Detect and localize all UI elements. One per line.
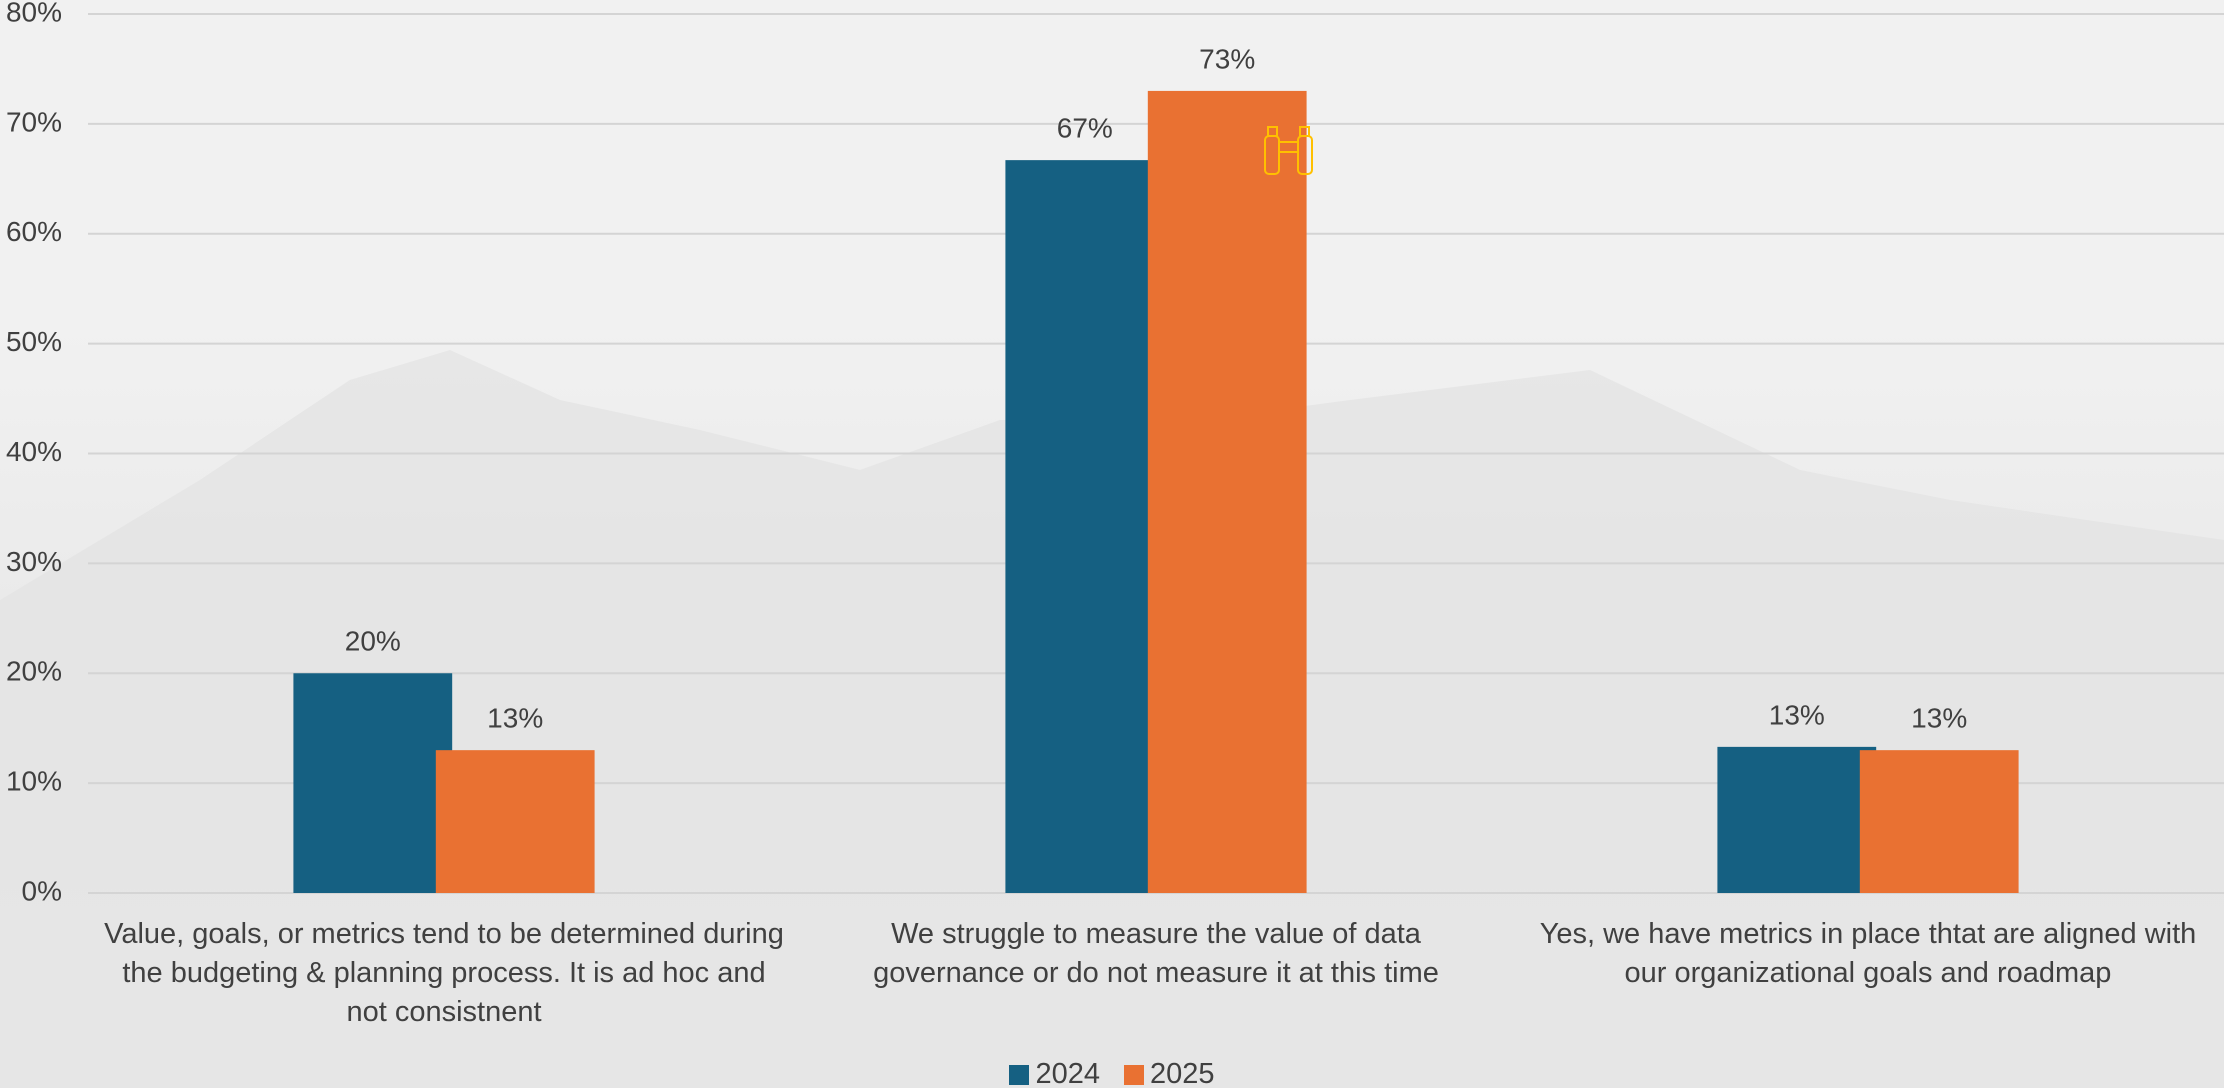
bar	[1147, 90, 1307, 894]
bar	[1717, 746, 1877, 893]
legend-item: 2025	[1124, 1058, 1215, 1088]
y-tick-label: 80%	[6, 0, 62, 27]
y-tick-label: 20%	[6, 656, 62, 687]
y-tick-label: 30%	[6, 546, 62, 577]
legend-swatch	[1124, 1064, 1144, 1085]
binoculars-icon	[1264, 126, 1313, 175]
y-tick-label: 0%	[22, 875, 62, 906]
bar	[435, 750, 595, 893]
x-tick-label: Value, goals, or metrics tend to be dete…	[104, 918, 784, 1028]
x-tick-label: Yes, we have metrics in place thtat are …	[1539, 918, 2197, 989]
x-tick-label: We struggle to measure the value of data…	[873, 918, 1439, 989]
data-label: 13%	[1769, 699, 1825, 730]
bar	[1859, 750, 2019, 893]
data-label: 67%	[1057, 113, 1113, 144]
y-tick-label: 50%	[6, 326, 62, 357]
data-label: 73%	[1199, 43, 1255, 74]
y-tick-label: 60%	[6, 216, 62, 247]
legend-label: 2025	[1150, 1058, 1215, 1088]
data-label: 20%	[345, 626, 401, 657]
y-tick-label: 40%	[6, 436, 62, 467]
bar	[1005, 160, 1165, 894]
y-tick-label: 70%	[6, 106, 62, 137]
data-label: 13%	[487, 703, 543, 734]
legend-item: 2024	[1009, 1058, 1100, 1088]
legend: 2024 2025	[0, 1058, 2224, 1088]
bar	[293, 673, 453, 893]
y-tick-label: 10%	[6, 766, 62, 797]
data-label: 13%	[1911, 703, 1967, 734]
legend-label: 2024	[1035, 1058, 1100, 1088]
legend-swatch	[1009, 1064, 1030, 1085]
